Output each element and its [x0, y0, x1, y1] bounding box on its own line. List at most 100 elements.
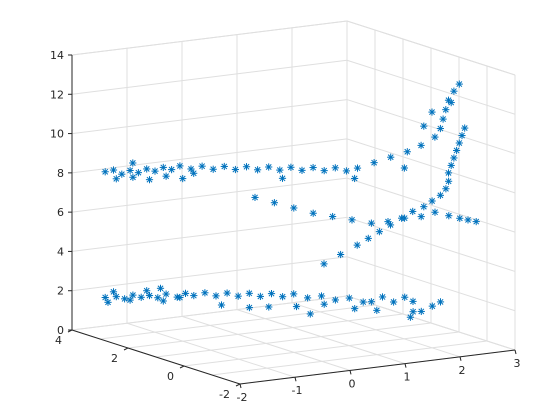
- data-point-stroke: [129, 160, 136, 166]
- grid-line-z-wall-x: [346, 138, 516, 194]
- data-point: [461, 124, 469, 132]
- data-point-stroke: [332, 297, 339, 303]
- data-point: [168, 166, 176, 174]
- data-point-stroke: [461, 125, 468, 132]
- data-point-stroke: [287, 164, 294, 171]
- z-tick-label: 0: [57, 324, 64, 337]
- grid-line-z-wall-y: [71, 138, 348, 174]
- data-point: [384, 218, 392, 226]
- y-tick-label: 2: [111, 352, 118, 365]
- data-point: [159, 297, 167, 305]
- data-point: [400, 164, 408, 172]
- grid-line-y-floor: [211, 340, 488, 376]
- data-point: [436, 124, 444, 133]
- data-point-stroke: [379, 294, 386, 300]
- z-tick-label: 6: [57, 206, 64, 219]
- data-point: [290, 290, 298, 298]
- data-point: [276, 166, 284, 174]
- data-point: [447, 161, 455, 170]
- data-point-stroke: [190, 170, 197, 177]
- data-point-stroke: [448, 99, 455, 106]
- y-tick-mark: [235, 383, 241, 387]
- data-point: [444, 169, 453, 177]
- data-point: [181, 289, 190, 298]
- data-point: [251, 193, 259, 202]
- grid-line-y-floor: [183, 331, 460, 367]
- data-point: [187, 165, 195, 173]
- data-point-stroke: [110, 167, 117, 173]
- data-point-stroke: [450, 88, 457, 95]
- data-point: [254, 166, 262, 174]
- data-point-stroke: [176, 162, 183, 169]
- data-point-stroke: [268, 290, 275, 297]
- data-point-stroke: [271, 199, 278, 206]
- axes-panes: [71, 20, 516, 350]
- z-tick-label: 14: [50, 49, 64, 62]
- data-point: [112, 175, 120, 183]
- z-tick-label: 12: [50, 88, 64, 101]
- x-tick-label: -1: [292, 384, 303, 397]
- data-point-stroke: [224, 290, 231, 297]
- data-point-stroke: [127, 297, 134, 304]
- x-tick-label: 1: [404, 371, 411, 384]
- x-tick-mark: [514, 349, 517, 355]
- data-point-stroke: [445, 178, 452, 185]
- data-point: [373, 306, 381, 314]
- data-point: [231, 165, 239, 174]
- data-point: [270, 199, 278, 207]
- data-point-stroke: [332, 164, 339, 171]
- data-point-stroke: [129, 174, 136, 181]
- data-point-stroke: [373, 307, 380, 314]
- x-tick-label: 0: [349, 377, 356, 390]
- grid-line-z-wall-y: [71, 99, 348, 135]
- data-point: [445, 212, 453, 220]
- data-point: [455, 139, 463, 147]
- data-point-stroke: [157, 285, 164, 292]
- grid-line-z-wall-y: [71, 256, 348, 292]
- data-point-stroke: [456, 81, 463, 88]
- data-point: [145, 291, 154, 300]
- data-point-stroke: [445, 169, 452, 176]
- data-point: [320, 167, 328, 175]
- grid-line-z-wall-x: [346, 216, 516, 272]
- data-point: [439, 115, 447, 123]
- data-point-stroke: [354, 242, 361, 249]
- data-point: [331, 296, 339, 304]
- data-point: [364, 234, 372, 242]
- data-point: [134, 169, 142, 177]
- data-point-stroke: [146, 292, 153, 299]
- data-point-stroke: [252, 194, 258, 201]
- data-point: [190, 291, 198, 300]
- data-point: [223, 289, 231, 297]
- data-point-stroke: [143, 165, 150, 172]
- data-point-stroke: [168, 166, 175, 173]
- data-point-stroke: [431, 134, 438, 141]
- data-point-stroke: [429, 109, 435, 116]
- data-point-stroke: [176, 294, 183, 301]
- data-point-stroke: [343, 167, 350, 174]
- data-point: [409, 207, 417, 216]
- data-point: [129, 173, 137, 181]
- grid-line-z-wall-x: [346, 20, 516, 76]
- grid-line-z-wall-x: [346, 99, 516, 155]
- data-point: [304, 294, 312, 302]
- data-point-stroke: [346, 295, 353, 301]
- data-point-stroke: [445, 212, 452, 219]
- data-point: [320, 300, 328, 308]
- data-point-stroke: [121, 295, 128, 302]
- data-point: [145, 176, 154, 184]
- data-point: [129, 291, 137, 299]
- data-point: [109, 288, 118, 296]
- y-tick-label: -2: [219, 388, 230, 401]
- data-point-stroke: [310, 210, 317, 217]
- data-point-stroke: [102, 294, 109, 301]
- data-point-stroke: [437, 298, 444, 305]
- data-point: [472, 218, 480, 226]
- data-point: [118, 170, 126, 178]
- data-point-stroke: [368, 220, 375, 227]
- data-point-stroke: [354, 165, 361, 172]
- data-point: [265, 163, 273, 171]
- data-point-stroke: [456, 215, 463, 222]
- grid-line-z-wall-y: [71, 216, 348, 252]
